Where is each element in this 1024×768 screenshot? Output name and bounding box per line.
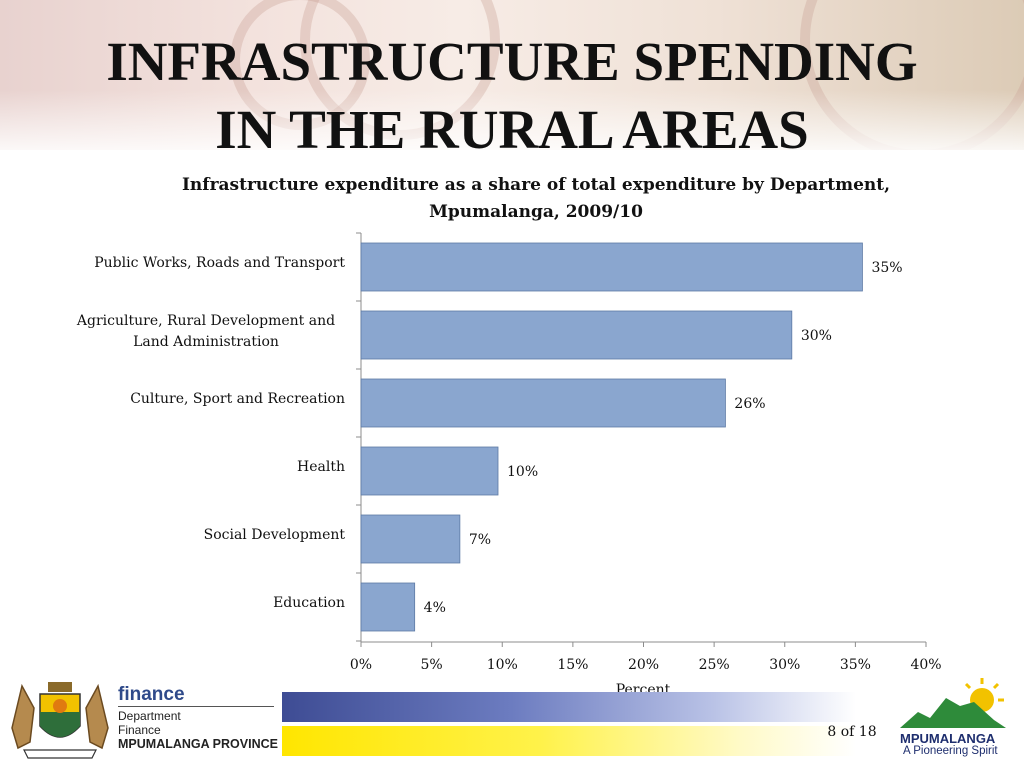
finance-province: MPUMALANGA PROVINCE	[118, 737, 278, 751]
bar	[360, 582, 416, 632]
x-tick-label: 20%	[628, 657, 659, 673]
mpumalanga-name: MPUMALANGA	[900, 731, 996, 746]
bar	[360, 446, 499, 496]
x-tick-label: 0%	[350, 657, 372, 673]
slide-title-line1: INFRASTRUCTURE SPENDING	[106, 31, 918, 92]
slide-title-line2: IN THE RURAL AREAS	[215, 99, 809, 160]
x-tick-label: 5%	[421, 657, 443, 673]
bar	[360, 514, 461, 564]
chart-title-line1: Infrastructure expenditure as a share of…	[181, 175, 891, 195]
category-label: Social Development	[204, 527, 346, 543]
data-label: 4%	[424, 600, 446, 616]
data-label: 35%	[871, 260, 902, 276]
x-tick-label: 15%	[557, 657, 588, 673]
mpumalanga-tagline: A Pioneering Spirit	[903, 745, 998, 757]
finance-wordmark: finance	[118, 684, 185, 705]
category-label: Agriculture, Rural Development and	[76, 313, 335, 329]
finance-divider	[118, 706, 274, 707]
slide-title: INFRASTRUCTURE SPENDING IN THE RURAL ARE…	[0, 28, 1024, 164]
category-label: Culture, Sport and Recreation	[130, 391, 345, 407]
x-tick-label: 35%	[840, 657, 871, 673]
footer-band-yellow	[282, 726, 856, 756]
coat-of-arms-icon	[11, 682, 109, 759]
category-label: Land Administration	[133, 334, 279, 350]
bar	[360, 242, 863, 292]
bar	[360, 310, 793, 360]
finance-line-department: Department	[118, 709, 181, 723]
header-background	[0, 0, 1024, 150]
data-label: 30%	[801, 328, 832, 344]
category-label: Public Works, Roads and Transport	[94, 255, 345, 271]
chart-title: Infrastructure expenditure as a share of…	[120, 172, 952, 226]
x-tick-label: 40%	[910, 657, 941, 673]
x-tick-label: 30%	[769, 657, 800, 673]
finance-line-finance: Finance	[118, 723, 161, 737]
data-label: 7%	[469, 532, 491, 548]
data-label: 10%	[507, 464, 538, 480]
bar	[360, 378, 726, 428]
chart-title-line2: Mpumalanga, 2009/10	[429, 202, 643, 222]
mpumalanga-logo-icon	[900, 678, 1006, 728]
footer-band-blue	[282, 692, 856, 722]
data-label: 26%	[734, 396, 765, 412]
category-label: Education	[273, 595, 345, 611]
category-label: Health	[297, 459, 345, 475]
x-tick-label: 25%	[699, 657, 730, 673]
x-tick-label: 10%	[487, 657, 518, 673]
page-number: 8 of 18	[827, 724, 877, 740]
